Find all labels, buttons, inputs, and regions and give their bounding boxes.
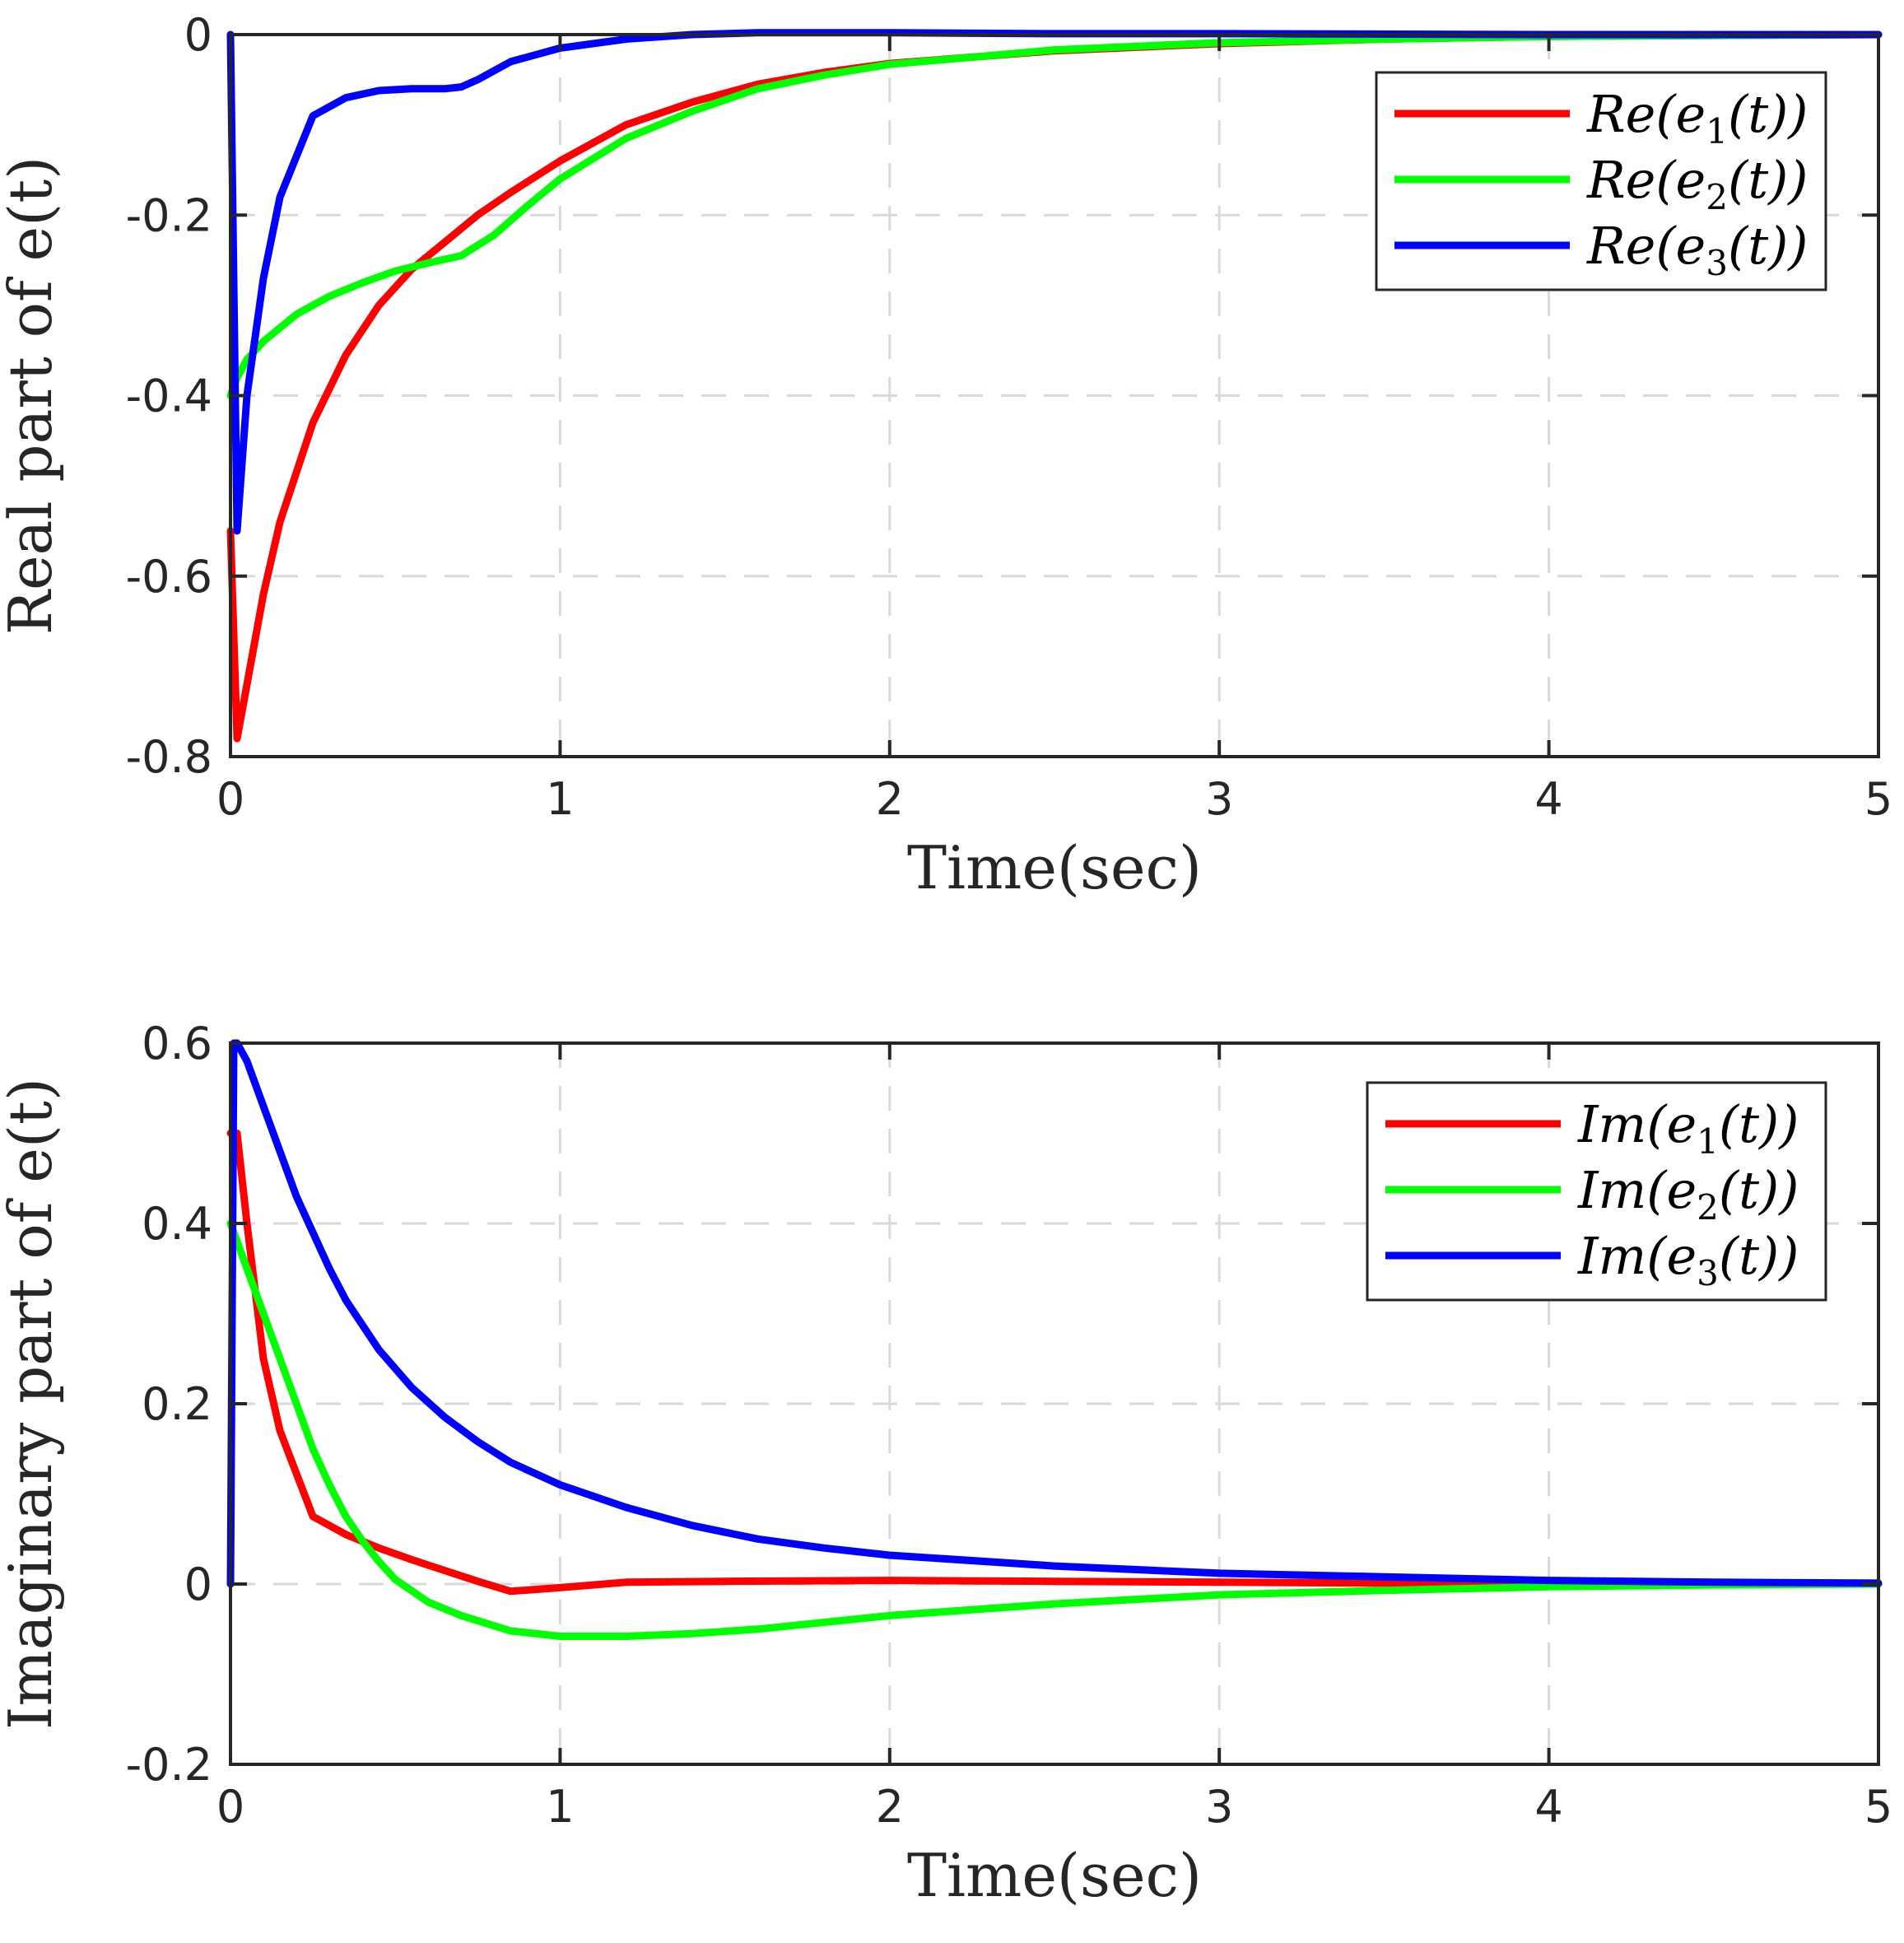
legend-label-subscript: 3 (1697, 1253, 1719, 1293)
legend-label-suffix: (t)) (1728, 216, 1808, 276)
x-tick-label: 3 (1205, 1781, 1233, 1833)
series-line-1 (226, 1130, 1883, 1596)
x-tick-label: 0 (216, 773, 244, 825)
y-tick-label: 0.4 (142, 1198, 212, 1250)
legend: Re(e1(t))Re(e2(t))Re(e3(t)) (1375, 71, 1827, 291)
y-tick-label: 0 (184, 1559, 212, 1610)
legend-label-prefix: Re(e (1586, 216, 1706, 276)
x-tick-label: 4 (1534, 1781, 1562, 1833)
y-tick-label: -0.6 (126, 551, 212, 603)
x-axis-label: Time(sec) (907, 833, 1202, 902)
legend-label-suffix: (t)) (1728, 150, 1808, 210)
x-tick-label: 0 (216, 1781, 244, 1833)
legend-label-subscript: 1 (1706, 111, 1728, 151)
legend-label-suffix: (t)) (1728, 84, 1808, 144)
legend-label-subscript: 2 (1697, 1187, 1719, 1228)
legend-label-prefix: Im(e (1577, 1160, 1697, 1220)
x-tick-label: 4 (1534, 773, 1562, 825)
legend-label-prefix: Re(e (1586, 84, 1706, 144)
series-line-2 (226, 1219, 1883, 1640)
legend-label-1: Im(e1(t)) (1577, 1094, 1799, 1162)
legend-label-subscript: 1 (1697, 1121, 1719, 1162)
legend-label-subscript: 3 (1706, 243, 1728, 283)
y-tick-label: 0.2 (142, 1378, 212, 1430)
y-axis-label: Imaginary part of e(t) (0, 1078, 65, 1730)
y-tick-label: -0.2 (126, 189, 212, 241)
legend-label-prefix: Re(e (1586, 150, 1706, 210)
legend-label-suffix: (t)) (1719, 1094, 1799, 1154)
legend: Im(e1(t))Im(e2(t))Im(e3(t)) (1366, 1081, 1827, 1302)
x-tick-label: 2 (876, 1781, 904, 1833)
legend-label-prefix: Im(e (1577, 1094, 1697, 1154)
series-line-2 (226, 30, 1883, 399)
x-axis-label: Time(sec) (907, 1841, 1202, 1910)
y-tick-label: 0.6 (142, 1018, 212, 1069)
real-part-chart: 0 1 2 3 4 5 -0.8 -0.6 -0.4 -0.2 0 Time(sec) Real par… (0, 9, 1892, 902)
y-axis-label: Real part of e(t) (0, 156, 65, 636)
x-tick-label: 1 (546, 1781, 574, 1833)
y-tick-label: 0 (184, 9, 212, 61)
x-tick-label: 1 (546, 773, 574, 825)
x-tick-label: 5 (1864, 1781, 1892, 1833)
legend-label-3: Re(e3(t)) (1586, 216, 1808, 283)
x-tick-label: 2 (876, 773, 904, 825)
legend-label-2: Re(e2(t)) (1586, 150, 1808, 217)
y-tick-label: -0.2 (126, 1739, 212, 1791)
x-tick-label: 3 (1205, 773, 1233, 825)
legend-label-1: Re(e1(t)) (1586, 84, 1808, 151)
legend-label-2: Im(e2(t)) (1577, 1160, 1799, 1228)
legend-label-subscript: 2 (1706, 177, 1728, 217)
legend-label-suffix: (t)) (1719, 1226, 1799, 1286)
y-tick-label: -0.4 (126, 370, 212, 422)
legend-label-prefix: Im(e (1577, 1226, 1697, 1286)
legend-label-3: Im(e3(t)) (1577, 1226, 1799, 1293)
y-tick-label: -0.8 (126, 731, 212, 783)
legend-label-suffix: (t)) (1719, 1160, 1799, 1220)
x-tick-label: 5 (1864, 773, 1892, 825)
series-line-3 (226, 1039, 1883, 1588)
